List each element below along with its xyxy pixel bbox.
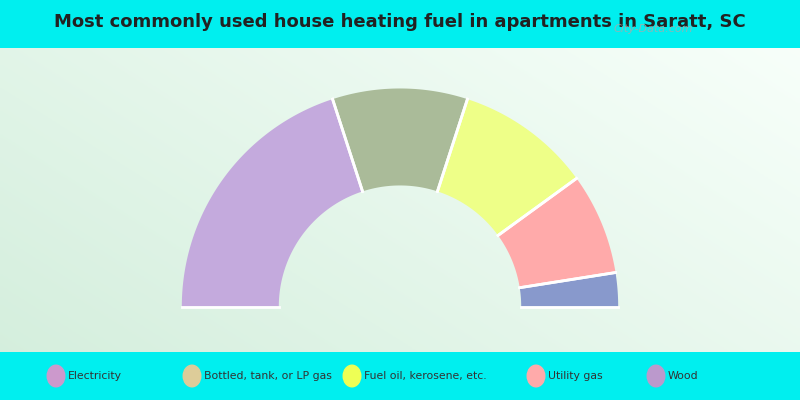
Polygon shape <box>520 272 618 307</box>
Text: Most commonly used house heating fuel in apartments in Saratt, SC: Most commonly used house heating fuel in… <box>54 13 746 31</box>
Polygon shape <box>498 178 615 288</box>
Ellipse shape <box>647 365 665 387</box>
Ellipse shape <box>47 365 65 387</box>
Polygon shape <box>182 99 362 307</box>
Ellipse shape <box>343 365 361 387</box>
Text: Electricity: Electricity <box>68 371 122 381</box>
Text: City-Data.com: City-Data.com <box>614 24 694 34</box>
Text: Bottled, tank, or LP gas: Bottled, tank, or LP gas <box>204 371 332 381</box>
Text: Wood: Wood <box>668 371 698 381</box>
Ellipse shape <box>527 365 545 387</box>
Text: Utility gas: Utility gas <box>548 371 602 381</box>
Polygon shape <box>438 99 577 236</box>
Ellipse shape <box>183 365 201 387</box>
Text: Fuel oil, kerosene, etc.: Fuel oil, kerosene, etc. <box>364 371 486 381</box>
Polygon shape <box>333 88 467 191</box>
